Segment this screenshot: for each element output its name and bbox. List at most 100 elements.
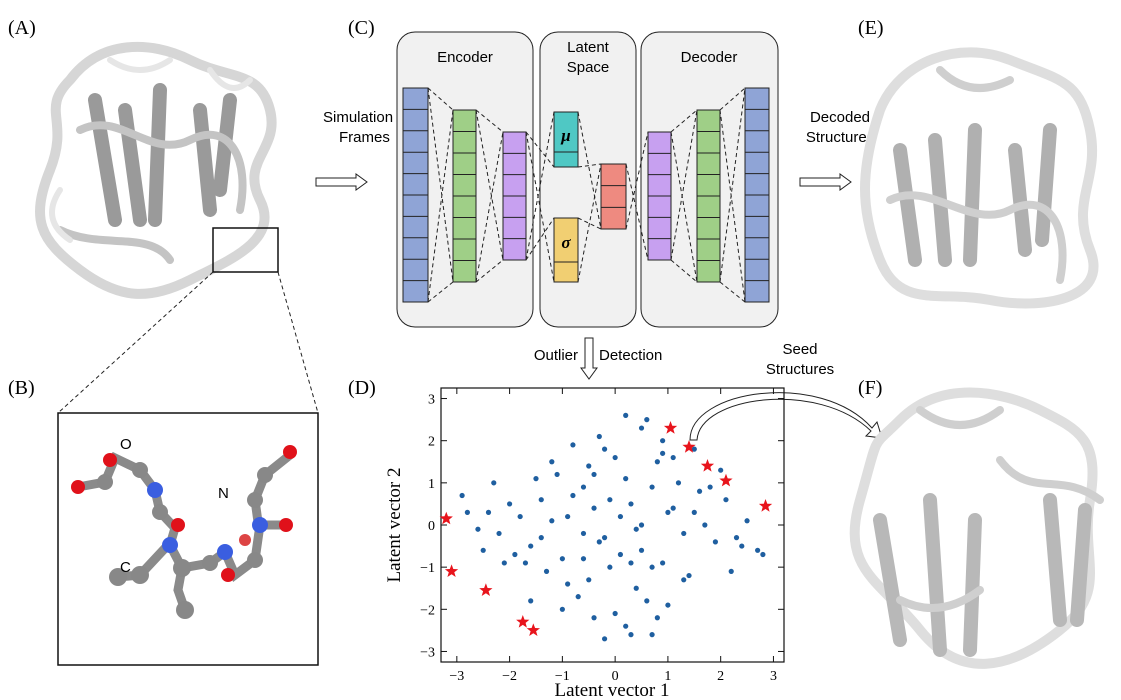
panel-label: (E) [858,17,884,39]
point [723,497,728,502]
point [549,518,554,523]
point [481,548,486,553]
atom-label: N [218,485,229,502]
point [591,506,596,511]
x-tick-label: 3 [770,669,777,684]
point [613,611,618,616]
outlier-point [527,623,540,636]
panel-label: (D) [348,377,376,399]
y-tick-label: 0 [428,519,435,534]
point [591,615,596,620]
arrow-label: Structures [806,129,874,146]
point [660,451,665,456]
arrow-label: Seed [782,341,817,358]
outlier-point [701,459,714,472]
x-tick-label: −1 [555,669,570,684]
point [623,413,628,418]
point [565,581,570,586]
zoom-line [278,272,318,413]
point [613,455,618,460]
point [607,565,612,570]
panel-label: (A) [8,17,36,39]
outlier-point [664,421,677,434]
point [644,598,649,603]
point [681,577,686,582]
point [544,569,549,574]
arrow-label: Decoded [810,109,870,126]
point [475,527,480,532]
point [644,417,649,422]
panel-label: (B) [8,377,35,399]
outlier-point [445,564,458,577]
point [549,459,554,464]
point [570,442,575,447]
x-tick-label: 0 [612,669,619,684]
point [570,493,575,498]
y-tick-label: 2 [428,435,435,450]
point [602,535,607,540]
point [560,607,565,612]
figure: (A) (B) (C) (D) (E) (F) O N C Encoder [0,0,1121,700]
point [718,468,723,473]
point [744,518,749,523]
arrow [800,174,851,190]
point [523,560,528,565]
point [692,510,697,515]
point [676,480,681,485]
point [628,632,633,637]
point [623,624,628,629]
point [602,636,607,641]
point [607,497,612,502]
protein-structure [855,393,1100,664]
atom-label: C [120,559,131,576]
point [665,602,670,607]
point [671,506,676,511]
mu-symbol: μ [560,126,570,145]
outlier-point [719,474,732,487]
arrow-label: Structures [766,361,834,378]
point [597,539,602,544]
point [729,569,734,574]
point [628,560,633,565]
point [491,480,496,485]
point [623,476,628,481]
point [639,522,644,527]
point [671,455,676,460]
arrow-label: Simulation [323,109,393,126]
point [681,531,686,536]
arrow [581,338,597,379]
arrow-label: Frames [339,129,390,146]
point [697,489,702,494]
arrow-label: Outlier [534,347,578,364]
y-tick-label: 3 [428,393,435,408]
latent-title: Latent [567,39,610,56]
point [660,560,665,565]
panel-label: (C) [348,17,375,39]
point [655,459,660,464]
y-tick-label: 1 [428,477,435,492]
point [739,543,744,548]
x-tick-label: −2 [502,669,517,684]
point [755,548,760,553]
y-tick-label: −3 [420,645,435,660]
point [597,434,602,439]
layer [601,164,626,229]
point [602,447,607,452]
point [618,552,623,557]
outlier-point [516,615,529,628]
encoder-title: Encoder [437,49,493,66]
point [528,543,533,548]
atom-label: O [120,436,132,453]
y-tick-label: −1 [420,561,435,576]
point [655,615,660,620]
point [628,501,633,506]
point [618,514,623,519]
point [539,535,544,540]
x-tick-label: 1 [664,669,671,684]
point [496,531,501,536]
point [512,552,517,557]
y-tick-label: −2 [420,603,435,618]
point [649,484,654,489]
arrow [690,393,882,440]
point [649,565,654,570]
